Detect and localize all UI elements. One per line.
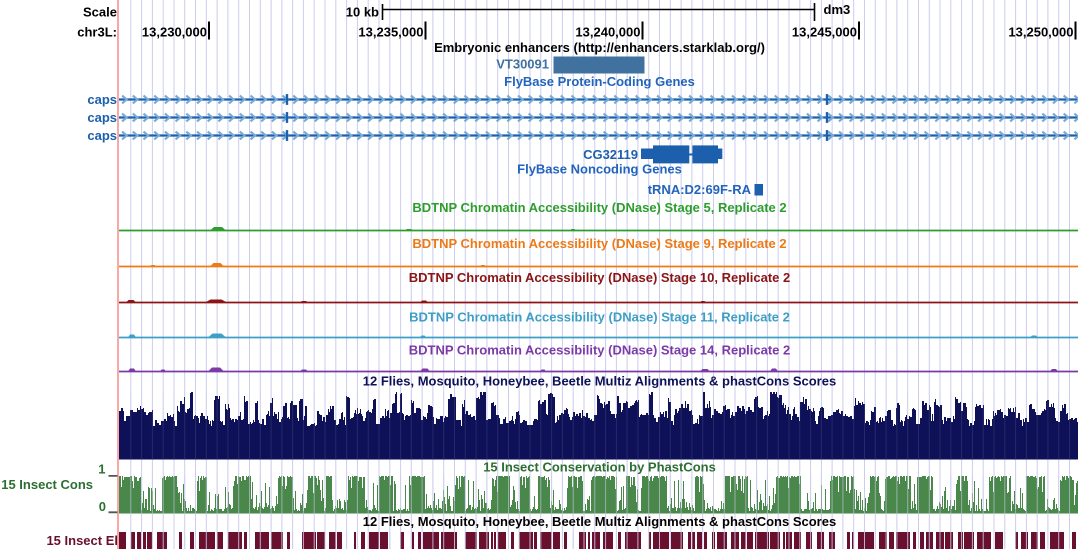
svg-text:FlyBase Noncoding Genes: FlyBase Noncoding Genes xyxy=(517,162,682,177)
svg-text:13,230,000: 13,230,000 xyxy=(142,25,207,40)
svg-text:BDTNP Chromatin Accessibility: BDTNP Chromatin Accessibility (DNase) St… xyxy=(409,310,790,325)
svg-text:BDTNP Chromatin Accessibility: BDTNP Chromatin Accessibility (DNase) St… xyxy=(409,270,790,285)
svg-text:Scale: Scale xyxy=(83,5,117,20)
svg-text:tRNA:D2:69F-RA: tRNA:D2:69F-RA xyxy=(648,182,752,197)
svg-text:10 kb: 10 kb xyxy=(346,5,379,20)
svg-text:caps: caps xyxy=(87,110,117,125)
svg-text:15 Insect Cons: 15 Insect Cons xyxy=(1,477,93,492)
svg-text:BDTNP Chromatin Accessibility: BDTNP Chromatin Accessibility (DNase) St… xyxy=(409,343,790,358)
svg-text:13,250,000: 13,250,000 xyxy=(1008,25,1073,40)
svg-text:caps: caps xyxy=(87,92,117,107)
svg-text:1: 1 xyxy=(98,462,105,477)
svg-text:15 Insect Conservation by Phas: 15 Insect Conservation by PhastCons xyxy=(483,460,716,475)
svg-text:CG32119: CG32119 xyxy=(583,147,638,162)
svg-text:caps: caps xyxy=(87,128,117,143)
svg-text:15 Insect El: 15 Insect El xyxy=(46,533,118,548)
svg-text:BDTNP Chromatin Accessibility: BDTNP Chromatin Accessibility (DNase) St… xyxy=(412,236,786,251)
svg-text:12 Flies, Mosquito, Honeybee,: 12 Flies, Mosquito, Honeybee, Beetle Mul… xyxy=(363,374,836,389)
svg-text:VT30091: VT30091 xyxy=(496,57,549,72)
svg-text:12 Flies, Mosquito, Honeybee,: 12 Flies, Mosquito, Honeybee, Beetle Mul… xyxy=(363,514,836,529)
svg-text:13,240,000: 13,240,000 xyxy=(575,25,640,40)
svg-text:dm3: dm3 xyxy=(824,2,851,17)
svg-text:BDTNP Chromatin Accessibility: BDTNP Chromatin Accessibility (DNase) St… xyxy=(412,200,786,215)
svg-text:13,245,000: 13,245,000 xyxy=(792,25,857,40)
svg-text:FlyBase Protein-Coding Genes: FlyBase Protein-Coding Genes xyxy=(504,74,695,89)
svg-text:0: 0 xyxy=(99,499,106,514)
svg-text:13,235,000: 13,235,000 xyxy=(358,25,423,40)
svg-text:Embryonic enhancers (http://en: Embryonic enhancers (http://enhancers.st… xyxy=(434,40,765,55)
svg-text:chr3L:: chr3L: xyxy=(77,25,117,40)
